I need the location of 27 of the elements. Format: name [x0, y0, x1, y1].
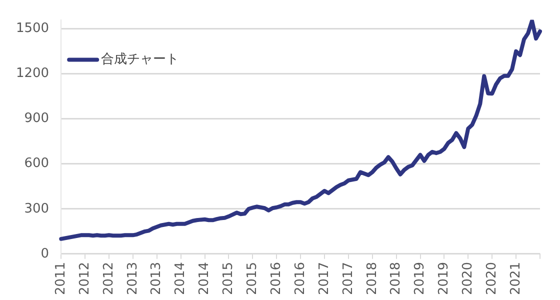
x-tick-label: 2012	[101, 262, 116, 296]
x-tick-label: 2013	[125, 262, 140, 296]
x-tick-label: 2019	[436, 262, 452, 296]
x-tick-label: 2011	[53, 262, 68, 296]
x-tick-label: 2016	[268, 262, 284, 296]
x-tick-label: 2020	[484, 262, 500, 296]
x-tick-label: 2019	[412, 262, 428, 296]
x-tick-label: 2021	[508, 262, 524, 296]
x-tick-label: 2018	[364, 262, 380, 296]
y-tick-label: 300	[24, 201, 50, 216]
x-tick-label: 2012	[77, 262, 92, 296]
x-tick-label: 2016	[292, 262, 308, 296]
y-tick-label: 0	[40, 246, 50, 262]
x-tick-label: 2020	[460, 262, 476, 296]
x-tick-label: 2015	[221, 262, 236, 296]
x-tick-label: 2015	[245, 262, 260, 296]
x-tick-label: 2018	[388, 262, 404, 296]
y-tick-label: 600	[24, 156, 50, 172]
y-tick-label: 900	[24, 111, 50, 126]
x-tick-label: 2017	[340, 262, 356, 296]
y-tick-label: 1200	[16, 66, 50, 82]
x-tick-label: 2014	[197, 262, 212, 296]
y-tick-label: 1500	[16, 21, 50, 36]
x-tick-label: 2013	[149, 262, 164, 296]
x-tick-label: 2017	[316, 262, 332, 296]
x-tick-label: 2014	[173, 262, 188, 296]
legend-label: 合成チャート	[101, 52, 180, 68]
